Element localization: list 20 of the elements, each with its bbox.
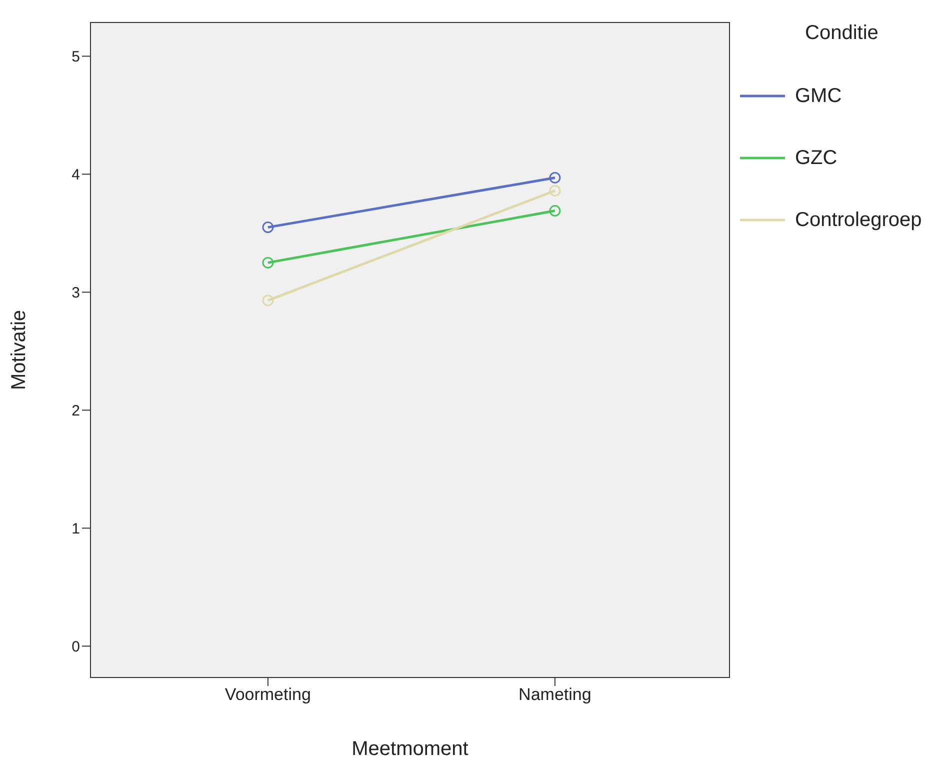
- point: [549, 205, 561, 217]
- y-axis-title: Motivatie: [8, 310, 30, 390]
- x-tick-label: Nameting: [518, 685, 592, 704]
- point: [262, 222, 274, 234]
- legend-label: Controlegroep: [795, 208, 922, 232]
- y-tick-label: 2: [72, 402, 80, 420]
- legend-label: GMC: [795, 84, 842, 108]
- x-axis-title: Meetmoment: [352, 738, 469, 760]
- legend-label: GZC: [795, 146, 838, 170]
- y-tick-label: 3: [72, 284, 80, 302]
- point: [549, 172, 561, 184]
- y-tick-label: 5: [72, 48, 80, 66]
- y-tick-label: 4: [72, 166, 80, 184]
- y-tick-label: 0: [72, 638, 80, 656]
- point: [262, 256, 274, 268]
- y-tick-label: 1: [72, 520, 80, 538]
- point: [549, 184, 561, 196]
- point: [262, 294, 274, 306]
- x-tick-label: Voormeting: [224, 685, 311, 704]
- legend-title: Conditie: [804, 22, 880, 45]
